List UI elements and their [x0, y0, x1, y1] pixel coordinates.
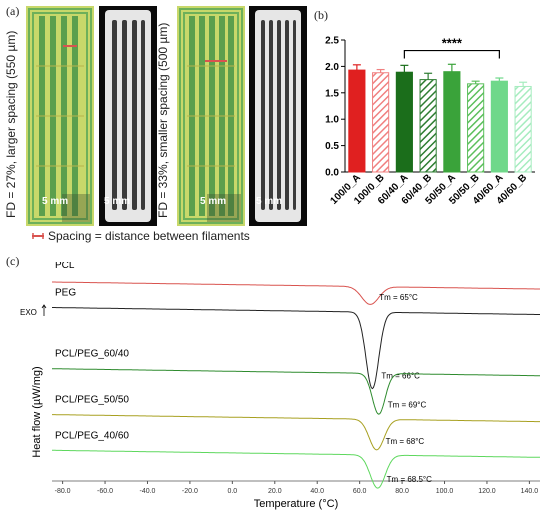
scaffold-photo-right — [249, 6, 307, 226]
x-tick-label: -60.0 — [97, 488, 113, 495]
spacing-marker — [205, 60, 227, 62]
tm-annotation: Tm = 66°C — [381, 371, 420, 380]
tm-annotation: Tm = 65°C — [379, 293, 418, 302]
x-tick-label: 80.0 — [395, 488, 409, 495]
bar-100/0_B — [372, 72, 390, 173]
scale-label-3: 5 mm — [200, 196, 227, 207]
series-label: PCL/PEG_50/50 — [55, 395, 129, 406]
panel-a-label: (a) — [6, 4, 20, 18]
x-tick-label: -80.0 — [55, 488, 71, 495]
y-tick-label: 2.0 — [325, 62, 339, 73]
bar-100/0_A — [348, 69, 366, 173]
y-tick-label: 1.5 — [325, 88, 339, 99]
x-tick-label: -20.0 — [182, 488, 198, 495]
tm-annotation: Tm = 69°C — [388, 400, 427, 409]
x-axis-label: Temperature (°C) — [254, 498, 338, 510]
y-tick-label: 0.0 — [325, 168, 339, 179]
series-label: PCL/PEG_40/60 — [55, 430, 129, 441]
scaffold-photo-left — [99, 6, 157, 226]
series-PCL — [52, 281, 540, 305]
bar-chart: 0.00.51.01.52.02.5100/0_A100/0_B60/40_A6… — [325, 36, 535, 207]
scale-label-1: 5 mm — [42, 196, 69, 207]
series-label: PCL/PEG_60/40 — [55, 349, 129, 360]
x-tick-label: 120.0 — [478, 488, 496, 495]
scale-label-4: 5 mm — [256, 196, 283, 207]
x-tick-label: 0.0 — [227, 488, 237, 495]
spacing-legend-text: Spacing = distance between filaments — [48, 229, 250, 243]
spacing-legend-marker — [32, 233, 44, 239]
series-PCL-PEG-50-50 — [52, 414, 540, 451]
dsc-chart: -80.0 -60.0 -40.0 -20.0 0.0 20.0 40.0 60.0 80.0 1… — [20, 262, 540, 510]
x-tick-label: 40.0 — [310, 488, 324, 495]
significance-label: **** — [442, 36, 463, 51]
series-PCL-PEG-40-60 — [52, 449, 540, 489]
x-tick-label: 60.0 — [353, 488, 367, 495]
panel-c-label: (c) — [6, 254, 20, 268]
panel-b-label: (b) — [314, 8, 328, 22]
y-axis-label: Heat flow (µW/mg) — [31, 366, 43, 457]
exo-label: EXO — [20, 308, 37, 317]
series-label: PEG — [55, 288, 76, 299]
caption-larger-spacing: FD = 27%, larger spacing (550 µm) — [4, 30, 18, 218]
spacing-marker — [63, 45, 77, 47]
tm-annotation: Tm = 68.5°C — [387, 475, 432, 484]
bar-50/50_B — [467, 83, 485, 173]
bar-60/40_B — [419, 79, 437, 173]
bar-40/60_A — [490, 80, 508, 173]
series-PEG — [52, 307, 540, 390]
scaffold-design-right — [177, 6, 245, 226]
significance-bracket — [403, 49, 500, 59]
scale-label-2: 5 mm — [104, 196, 131, 207]
scaffold-design-left — [26, 6, 94, 226]
exo-arrow-head — [41, 304, 47, 309]
series-PCL-PEG-60-40 — [52, 368, 540, 415]
tm-annotation: Tm = 68°C — [386, 437, 425, 446]
x-tick-label: 20.0 — [268, 488, 282, 495]
y-tick-label: 1.0 — [325, 115, 339, 126]
y-tick-label: 2.5 — [325, 36, 339, 47]
bar-40/60_B — [514, 85, 532, 173]
x-tick-label: 100.0 — [436, 488, 454, 495]
series-label: PCL — [55, 262, 75, 271]
bar-60/40_A — [395, 71, 413, 173]
x-tick-label: 140.0 — [521, 488, 539, 495]
bar-50/50_A — [443, 71, 461, 173]
caption-smaller-spacing: FD = 33%, smaller spacing (500 µm) — [156, 22, 170, 218]
y-tick-label: 0.5 — [325, 141, 339, 152]
x-tick-label: -40.0 — [139, 488, 155, 495]
